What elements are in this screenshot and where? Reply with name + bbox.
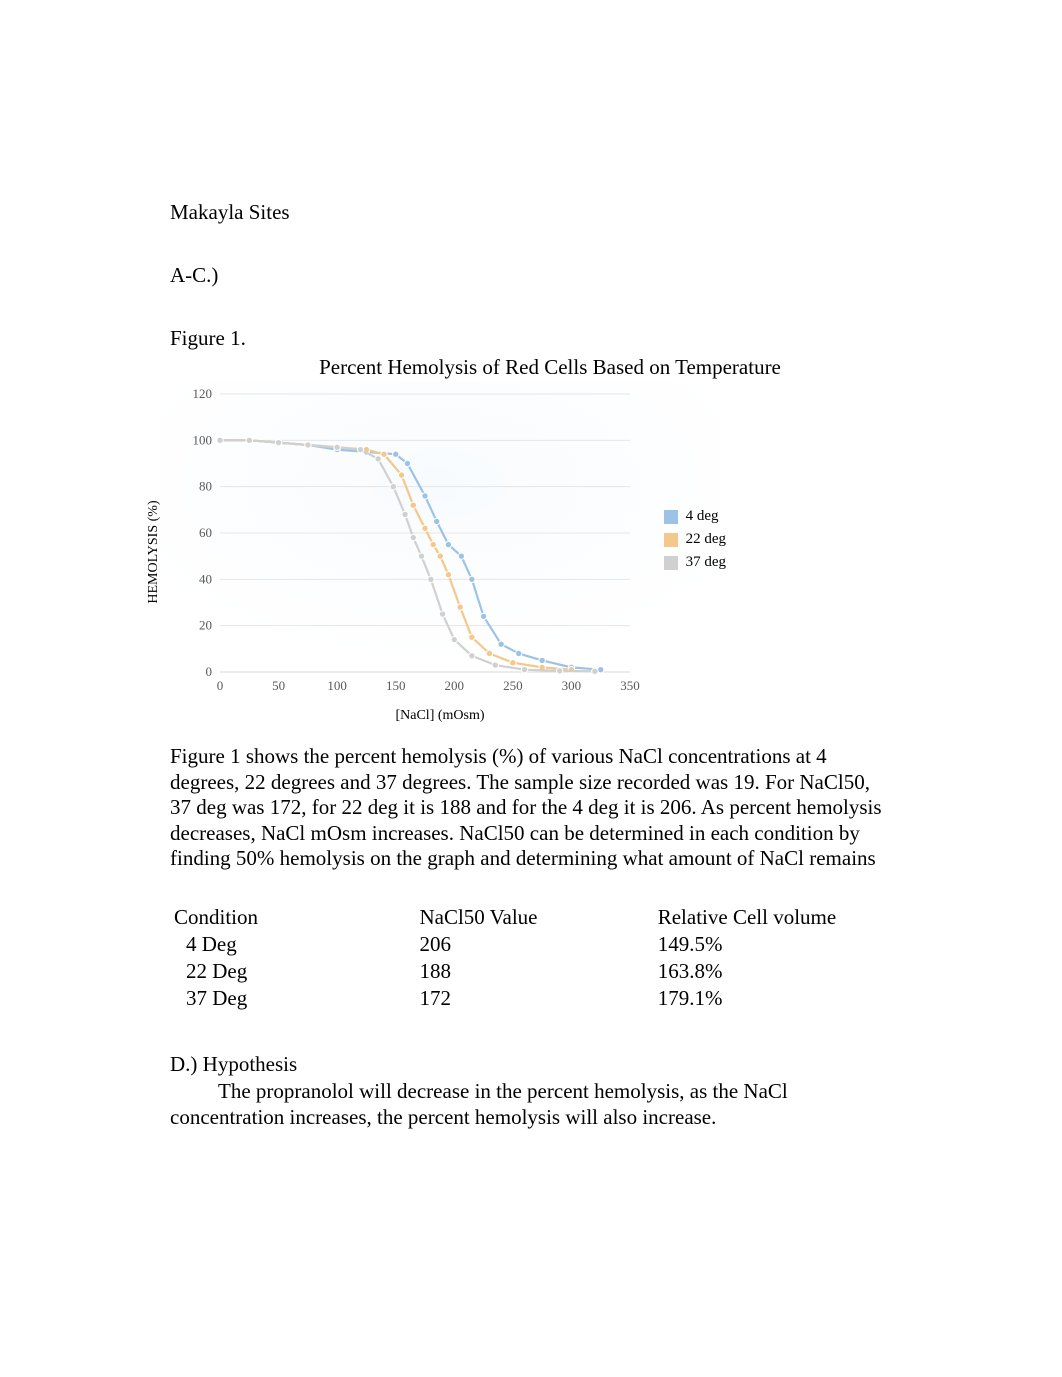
table-header-cell: Condition xyxy=(170,904,415,931)
table-cell: 172 xyxy=(415,985,653,1012)
svg-text:60: 60 xyxy=(199,525,212,540)
table-header-row: Condition NaCl50 Value Relative Cell vol… xyxy=(170,904,892,931)
hypothesis-label: D.) Hypothesis xyxy=(170,1052,892,1077)
svg-text:20: 20 xyxy=(199,618,212,633)
legend-item: 4 deg xyxy=(664,508,726,525)
chart-title: Percent Hemolysis of Red Cells Based on … xyxy=(270,355,830,380)
section-ac-label: A-C.) xyxy=(170,263,892,288)
legend-label: 37 deg xyxy=(686,554,726,571)
svg-text:0: 0 xyxy=(206,664,213,679)
table-cell: 179.1% xyxy=(654,985,892,1012)
svg-text:100: 100 xyxy=(193,432,213,447)
table-cell: 206 xyxy=(415,931,653,958)
table-cell: 188 xyxy=(415,958,653,985)
figure-label: Figure 1. xyxy=(170,326,892,351)
chart-svg: 0 20 40 60 80 100 120 0 50 100 150 200 250 300 350 xyxy=(160,382,720,722)
hypothesis-body: The propranolol will decrease in the per… xyxy=(170,1079,892,1130)
author-name: Makayla Sites xyxy=(170,200,892,225)
chart-legend: 4 deg 22 deg 37 deg xyxy=(664,502,726,577)
chart-container: HEMOLYSIS (%) [NaCl] (mOsm) 020406080100… xyxy=(160,382,720,722)
table-cell: 37 Deg xyxy=(170,985,415,1012)
svg-text:100: 100 xyxy=(327,678,347,693)
svg-text:80: 80 xyxy=(199,479,212,494)
table-header-cell: NaCl50 Value xyxy=(415,904,653,931)
legend-swatch-icon xyxy=(664,556,678,570)
svg-text:250: 250 xyxy=(503,678,523,693)
table-cell: 4 Deg xyxy=(170,931,415,958)
table-cell: 149.5% xyxy=(654,931,892,958)
legend-item: 22 deg xyxy=(664,531,726,548)
data-table: Condition NaCl50 Value Relative Cell vol… xyxy=(170,904,892,1012)
legend-label: 4 deg xyxy=(686,508,719,525)
legend-swatch-icon xyxy=(664,533,678,547)
table-row: 4 Deg 206 149.5% xyxy=(170,931,892,958)
svg-text:50: 50 xyxy=(272,678,285,693)
table-cell: 163.8% xyxy=(654,958,892,985)
figure-caption: Figure 1 shows the percent hemolysis (%)… xyxy=(170,744,892,872)
svg-text:120: 120 xyxy=(193,386,213,401)
svg-text:150: 150 xyxy=(386,678,406,693)
table-cell: 22 Deg xyxy=(170,958,415,985)
svg-text:40: 40 xyxy=(199,571,212,586)
legend-label: 22 deg xyxy=(686,531,726,548)
svg-text:0: 0 xyxy=(217,678,224,693)
svg-text:200: 200 xyxy=(445,678,465,693)
table-row: 37 Deg 172 179.1% xyxy=(170,985,892,1012)
svg-text:350: 350 xyxy=(620,678,640,693)
page: Makayla Sites A-C.) Figure 1. Percent He… xyxy=(0,0,1062,1377)
table-row: 22 Deg 188 163.8% xyxy=(170,958,892,985)
svg-text:300: 300 xyxy=(562,678,582,693)
legend-item: 37 deg xyxy=(664,554,726,571)
legend-swatch-icon xyxy=(664,510,678,524)
table-header-cell: Relative Cell volume xyxy=(654,904,892,931)
